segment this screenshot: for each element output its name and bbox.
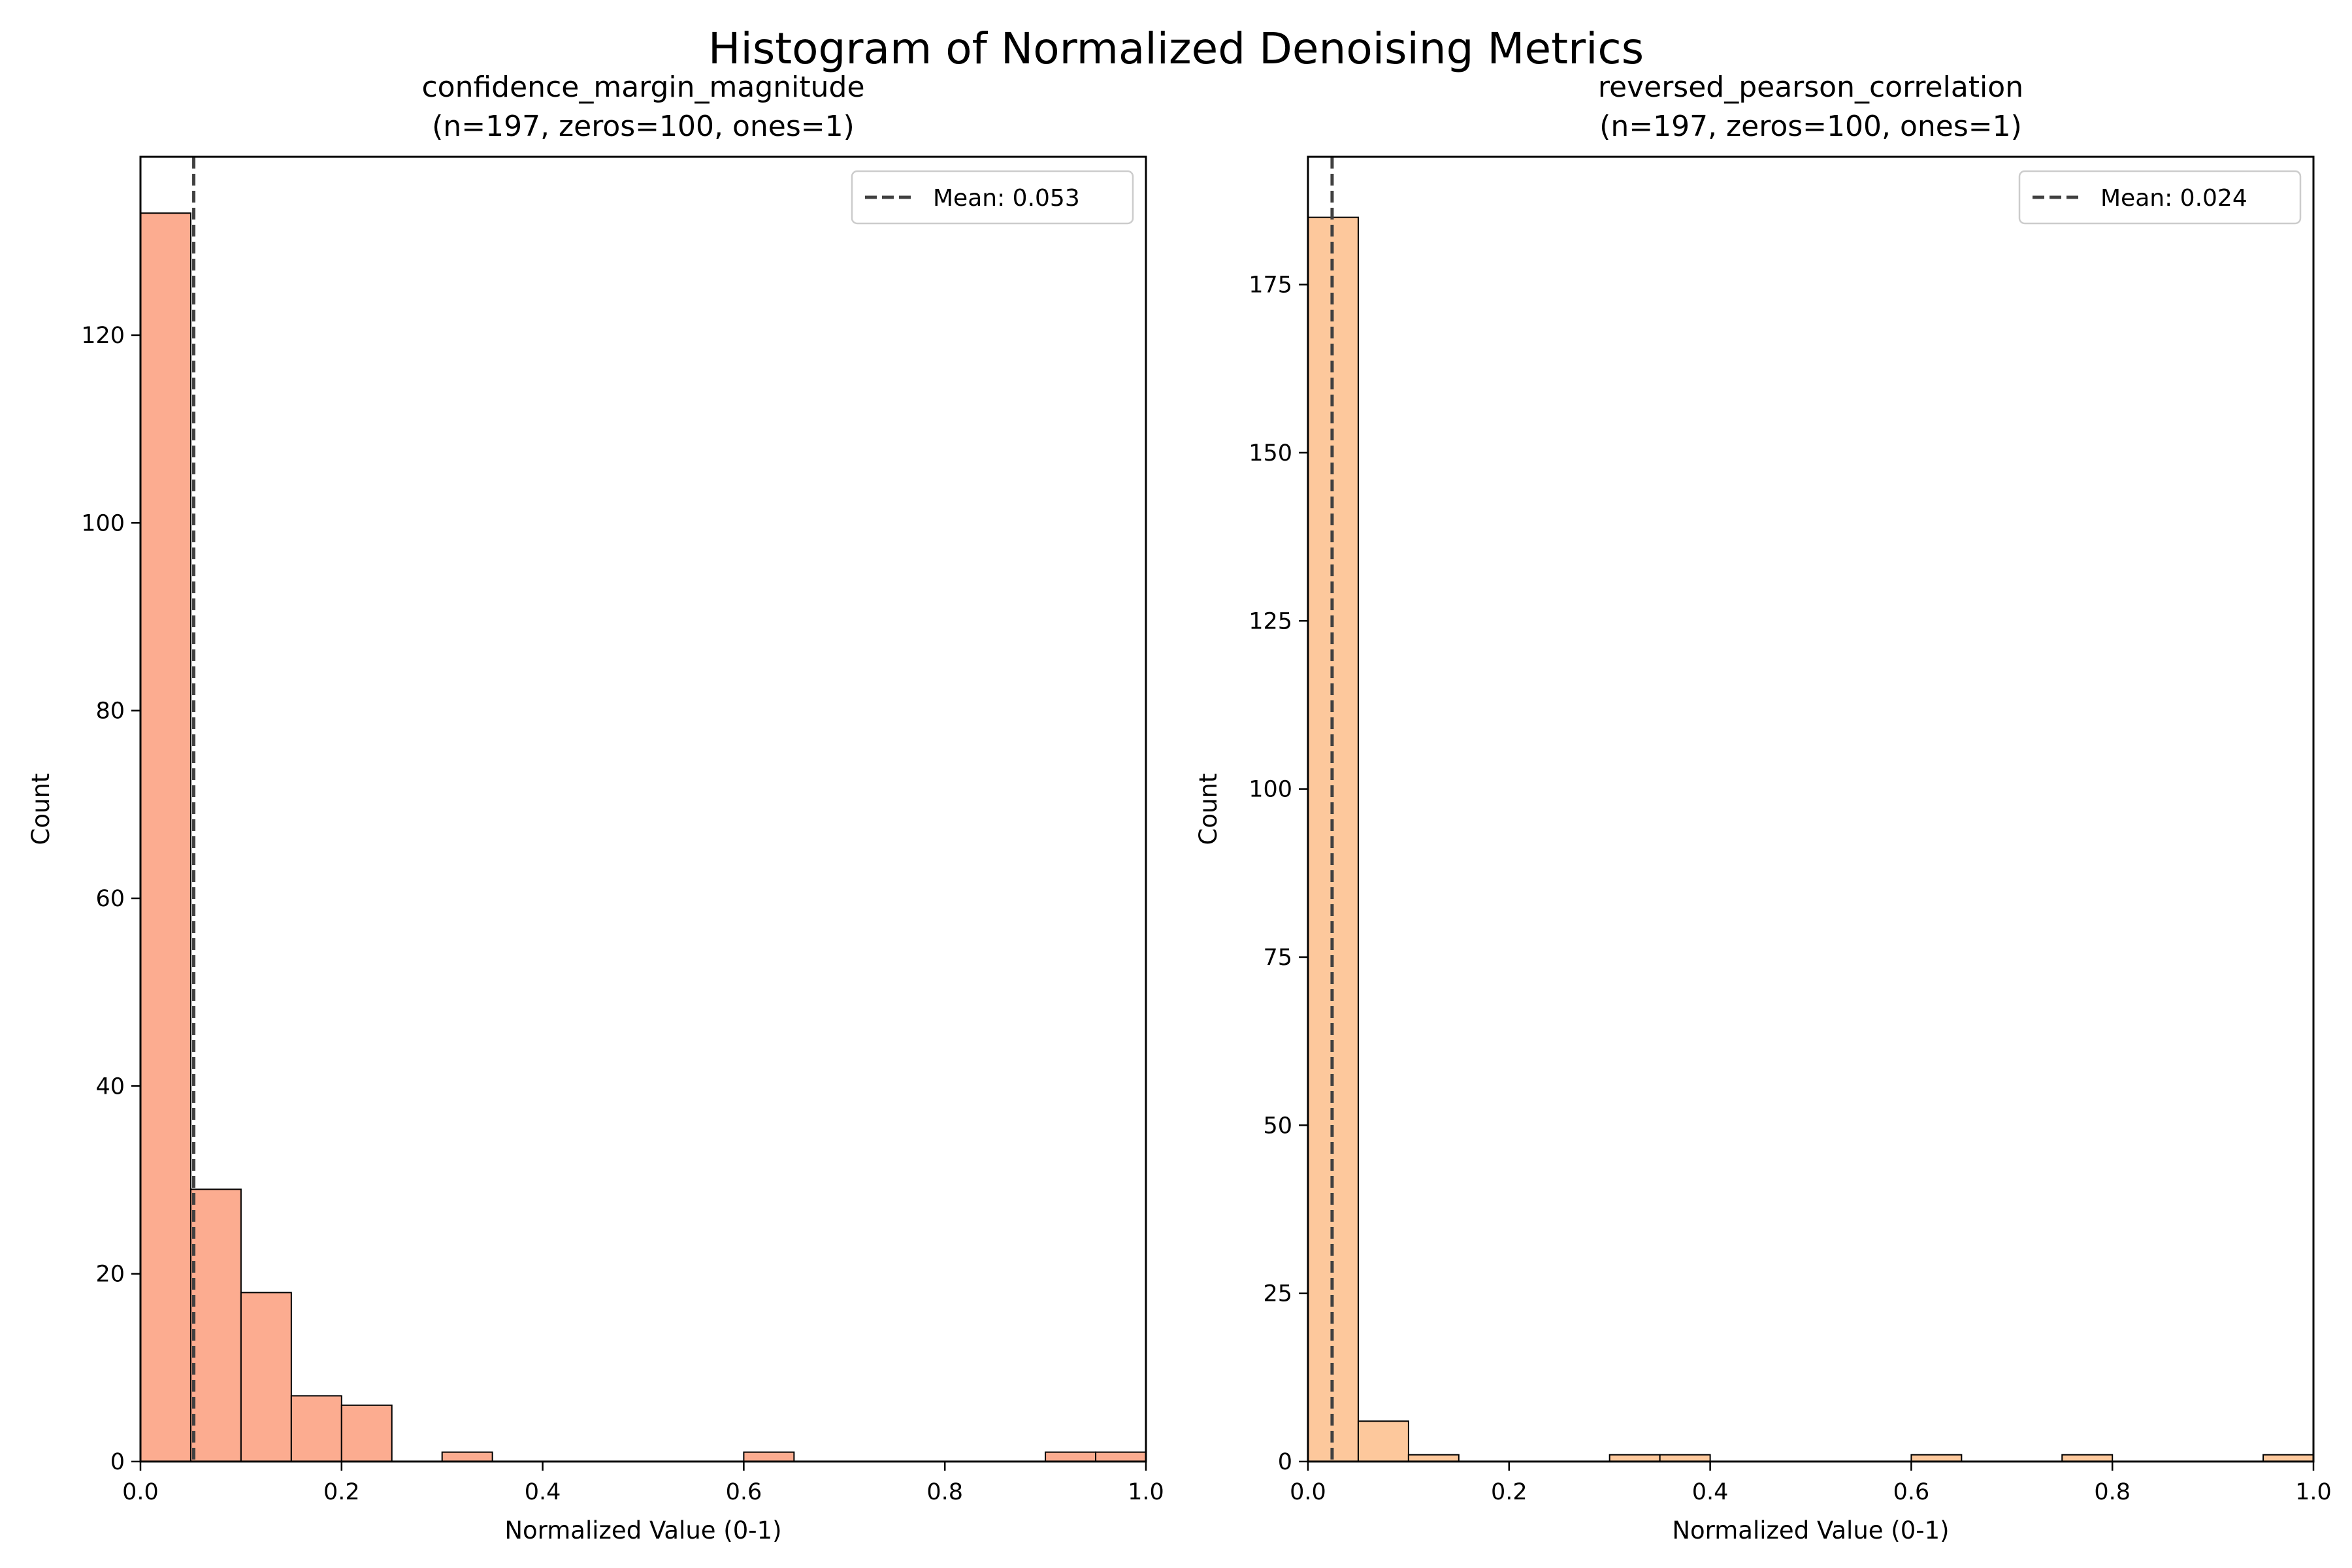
x-tick-label: 0.0 xyxy=(1290,1479,1326,1505)
x-tick-label: 0.2 xyxy=(323,1479,360,1505)
histogram-bar xyxy=(441,1451,493,1462)
y-tick-label: 60 xyxy=(95,886,125,912)
x-tick-label: 1.0 xyxy=(2295,1479,2332,1505)
histogram-bar xyxy=(1910,1454,1963,1463)
histogram-panel-2: 0.0 0.2 0.4 0.6 0.8 1.0 0 25 50 75 100 125 150 175 rev… xyxy=(1194,71,2332,1544)
histogram-bar xyxy=(140,212,191,1463)
x-axis-label: Normalized Value (0-1) xyxy=(504,1516,781,1544)
histogram-bar xyxy=(1045,1451,1097,1462)
histogram-bar xyxy=(1095,1451,1147,1462)
y-tick-label: 120 xyxy=(81,323,125,349)
x-tick-label: 0.4 xyxy=(525,1479,561,1505)
y-axis-label: Count xyxy=(27,774,55,845)
histogram-bar xyxy=(1609,1454,1661,1463)
y-tick-label: 25 xyxy=(1263,1281,1292,1307)
histogram-bar xyxy=(743,1451,795,1462)
y-tick-label: 75 xyxy=(1263,945,1292,971)
legend: Mean: 0.024 xyxy=(2018,170,2302,225)
y-tick-label: 150 xyxy=(1249,440,1292,466)
histogram-bar xyxy=(290,1395,342,1462)
y-tick-label: 40 xyxy=(95,1073,125,1100)
histogram-bar xyxy=(2262,1454,2315,1463)
histogram-bar xyxy=(1407,1454,1460,1463)
x-tick-label: 0.0 xyxy=(122,1479,159,1505)
x-tick-label: 0.6 xyxy=(1893,1479,1930,1505)
legend-label: Mean: 0.053 xyxy=(933,185,1080,212)
y-tick-label: 20 xyxy=(95,1262,125,1288)
y-tick-label: 0 xyxy=(110,1449,125,1475)
histogram-bar xyxy=(189,1188,242,1463)
x-tick-label: 1.0 xyxy=(1128,1479,1164,1505)
y-tick-label: 125 xyxy=(1249,608,1292,634)
axes-frame xyxy=(139,155,1147,1463)
x-tick-label: 0.8 xyxy=(926,1479,963,1505)
subplot-title: reversed_pearson_correlation xyxy=(1598,71,2023,104)
subplot-subtitle: (n=197, zeros=100, ones=1) xyxy=(432,110,855,143)
x-axis-label: Normalized Value (0-1) xyxy=(1672,1516,1949,1544)
legend: Mean: 0.053 xyxy=(851,170,1134,225)
y-tick-label: 0 xyxy=(1278,1449,1292,1475)
axes-frame xyxy=(1307,155,2315,1463)
y-tick-label: 100 xyxy=(1249,777,1292,803)
y-tick-label: 50 xyxy=(1263,1113,1292,1139)
figure-title: Histogram of Normalized Denoising Metric… xyxy=(708,24,1644,74)
x-tick-label: 0.4 xyxy=(1692,1479,1729,1505)
y-tick-label: 80 xyxy=(95,698,125,725)
y-tick-label: 100 xyxy=(81,510,125,536)
legend-box xyxy=(851,170,1134,225)
subplot-subtitle: (n=197, zeros=100, ones=1) xyxy=(1599,110,2022,143)
histogram-bar xyxy=(340,1404,393,1463)
legend-box xyxy=(2018,170,2302,225)
histogram-bar xyxy=(1659,1454,1711,1463)
x-tick-label: 0.8 xyxy=(2094,1479,2131,1505)
legend-label: Mean: 0.024 xyxy=(2100,185,2247,212)
y-axis-label: Count xyxy=(1194,774,1222,845)
histogram-bar xyxy=(2061,1454,2114,1463)
x-tick-label: 0.6 xyxy=(726,1479,762,1505)
histogram-bar xyxy=(240,1292,292,1462)
y-tick-label: 175 xyxy=(1249,272,1292,299)
subplot-title: confidence_margin_magnitude xyxy=(421,71,864,104)
histogram-bar xyxy=(1357,1420,1409,1462)
x-tick-label: 0.2 xyxy=(1491,1479,1527,1505)
histogram-panel-1: 0.0 0.2 0.4 0.6 0.8 1.0 0 20 40 60 80 100 120 confide… xyxy=(27,71,1164,1544)
